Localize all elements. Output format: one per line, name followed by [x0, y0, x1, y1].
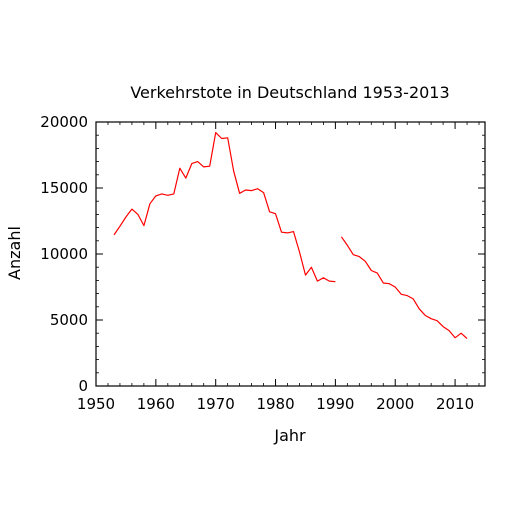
y-axis-label: Anzahl: [5, 226, 24, 280]
series-line: [113, 132, 336, 283]
x-tick-label: 1990: [316, 395, 354, 413]
x-tick-label: 2010: [436, 395, 474, 413]
y-tick-label: 5000: [50, 311, 88, 329]
x-tick-label: 2000: [376, 395, 414, 413]
x-tick-label: 1950: [77, 395, 115, 413]
plot-frame: [95, 121, 486, 387]
x-tick-label: 1960: [137, 395, 175, 413]
chart-title: Verkehrstote in Deutschland 1953-2013: [130, 83, 449, 102]
y-tick-label: 15000: [40, 179, 88, 197]
y-tick-label: 10000: [40, 245, 88, 263]
x-tick-label: 1970: [197, 395, 235, 413]
series-line: [340, 236, 468, 339]
plot-area: 1950 1960 1970 1980 1990 2000 2010 0 5000 10000 15…: [40, 113, 486, 413]
y-tick-label: 0: [78, 377, 88, 395]
y-tick-label: 20000: [40, 113, 88, 131]
x-tick-label: 1980: [256, 395, 294, 413]
x-axis-label: Jahr: [273, 426, 306, 445]
